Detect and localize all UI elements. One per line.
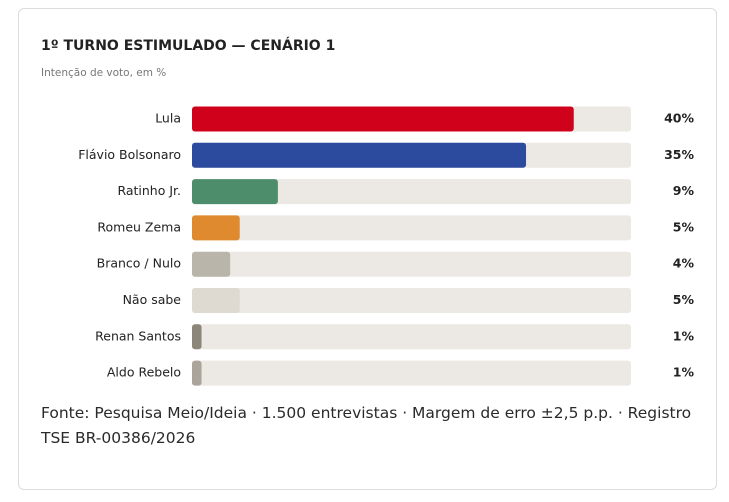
value-label: 5%: [673, 292, 695, 307]
bar: [192, 324, 202, 350]
card: [18, 8, 717, 490]
category-label: Não sabe: [123, 292, 182, 307]
value-label: 1%: [673, 365, 695, 380]
bar-track: [192, 360, 631, 386]
value-label: 4%: [673, 256, 695, 271]
category-label: Flávio Bolsonaro: [78, 147, 181, 162]
value-label: 1%: [673, 328, 695, 343]
source-note: Fonte: Pesquisa Meio/Ideia · 1.500 entre…: [41, 404, 692, 447]
bar: [192, 142, 527, 168]
bar: [192, 360, 202, 386]
chart-title: 1º TURNO ESTIMULADO — CENÁRIO 1: [41, 37, 335, 54]
bar-track: [192, 251, 631, 277]
category-label: Lula: [155, 111, 181, 126]
category-label: Branco / Nulo: [97, 256, 181, 271]
bar-track: [192, 215, 631, 241]
value-label: 5%: [673, 219, 695, 234]
bar: [192, 251, 231, 277]
bar-track: [192, 324, 631, 350]
bar-track: [192, 288, 631, 313]
bar-track: [192, 179, 631, 205]
bar: [192, 288, 240, 313]
value-label: 9%: [673, 183, 695, 198]
category-label: Romeu Zema: [97, 219, 181, 234]
category-label: Ratinho Jr.: [117, 183, 181, 198]
category-label: Aldo Rebelo: [107, 365, 181, 380]
value-label: 40%: [664, 111, 694, 126]
bar: [192, 179, 278, 205]
value-label: 35%: [664, 147, 694, 162]
category-label: Renan Santos: [95, 328, 181, 343]
bar: [192, 106, 574, 132]
chart-subtitle: Intenção de voto, em %: [41, 67, 166, 79]
bar: [192, 215, 240, 241]
